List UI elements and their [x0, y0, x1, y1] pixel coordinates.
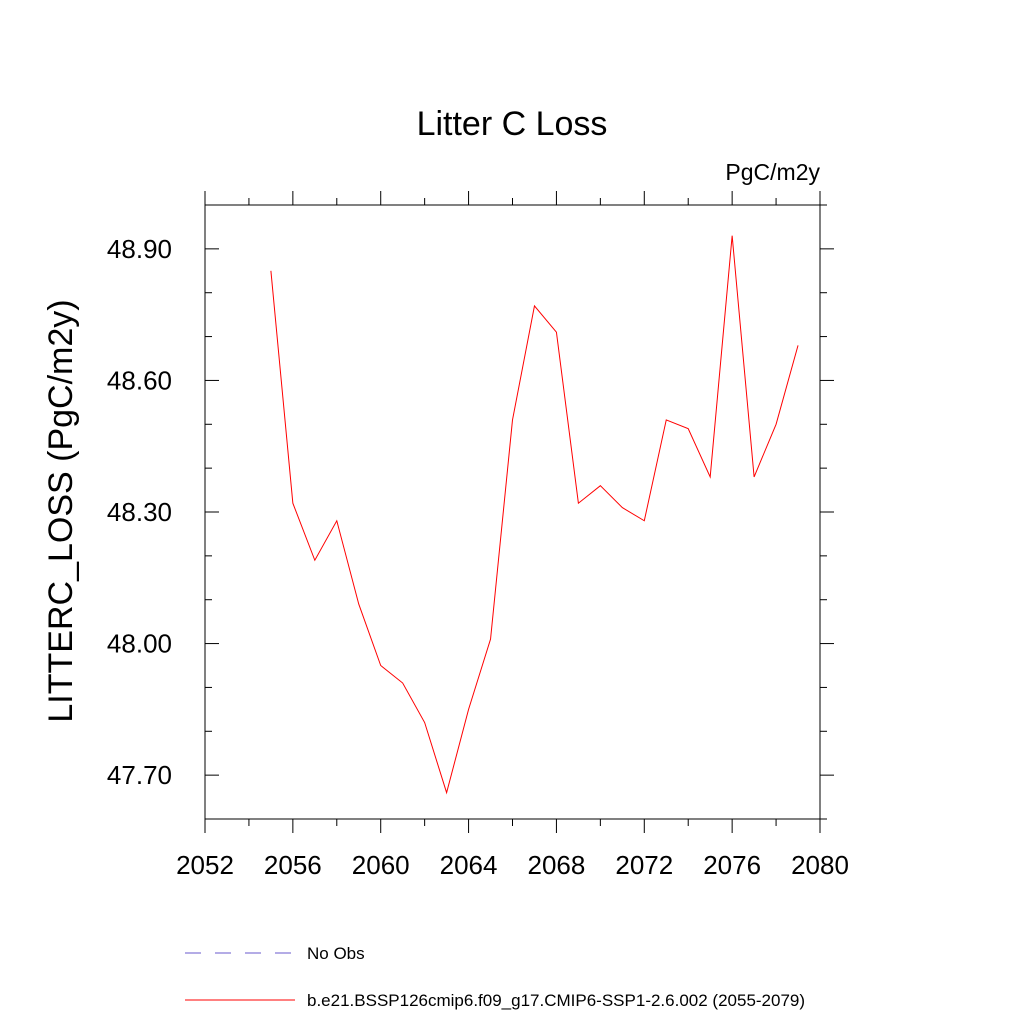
units-label: PgC/m2y	[725, 159, 820, 185]
series-line	[270, 235, 799, 795]
x-tick-label: 2076	[703, 850, 761, 880]
x-tick-label: 2068	[528, 850, 586, 880]
x-tick-label: 2056	[264, 850, 322, 880]
x-tick-label: 2072	[615, 850, 673, 880]
y-tick-label: 48.30	[107, 497, 172, 527]
axis-ticks: 2052 2056 2060 2064 2068 2072 2076 2080 47.70 48.…	[107, 191, 849, 880]
x-tick-label: 2060	[352, 850, 410, 880]
legend-label-model: b.e21.BSSP126cmip6.f09_g17.CMIP6-SSP1-2.…	[307, 991, 805, 1010]
legend-label-no-obs: No Obs	[307, 944, 365, 963]
y-tick-label: 48.00	[107, 629, 172, 659]
y-tick-label: 47.70	[107, 760, 172, 790]
plot-frame	[204, 204, 821, 820]
x-tick-label: 2052	[176, 850, 234, 880]
y-axis-label: LITTERC_LOSS (PgC/m2y)	[42, 299, 80, 722]
y-tick-label: 48.60	[107, 365, 172, 395]
chart-title: Litter C Loss	[417, 105, 608, 143]
x-tick-label: 2064	[440, 850, 498, 880]
y-tick-label: 48.90	[107, 234, 172, 264]
legend: No Obs b.e21.BSSP126cmip6.f09_g17.CMIP6-…	[185, 944, 805, 1010]
series-layer	[270, 235, 799, 795]
x-tick-label: 2080	[791, 850, 849, 880]
